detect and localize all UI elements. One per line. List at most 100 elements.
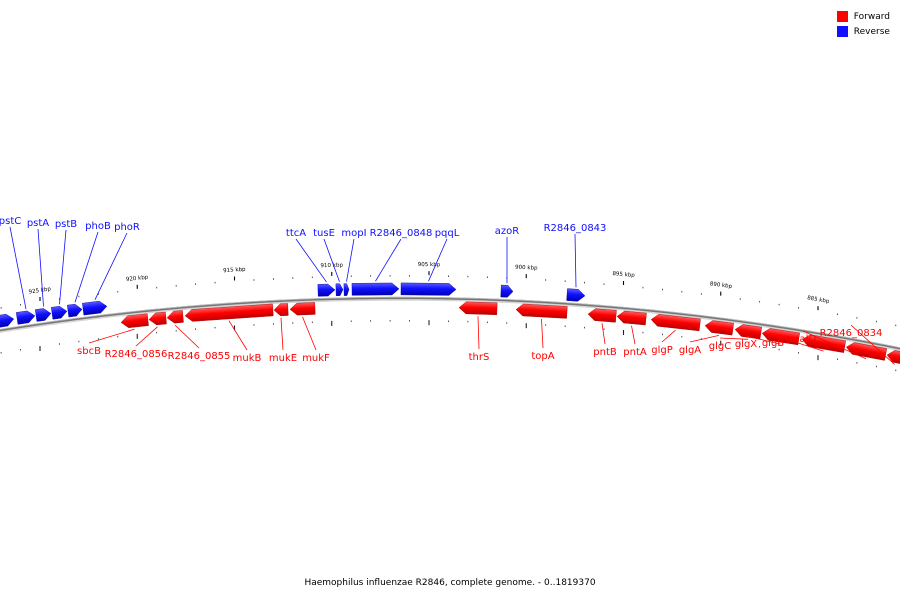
gene-leader-line: [346, 238, 355, 282]
gene-arrow-glga[interactable]: [704, 320, 734, 336]
gene-arrow-r2846_0848[interactable]: [351, 282, 400, 296]
legend-reverse: Reverse: [836, 24, 890, 39]
gene-arrow-pstb[interactable]: [51, 305, 68, 320]
gene-label-pqql[interactable]: pqqL: [435, 228, 460, 239]
gene-arrow-pstc[interactable]: [15, 310, 36, 325]
gene-arrow-r2846_0843[interactable]: [566, 288, 586, 302]
legend-reverse-label: Reverse: [853, 26, 890, 37]
gene-label-pstc[interactable]: pstC: [0, 216, 21, 227]
gene-label-sbcb[interactable]: sbcB: [77, 346, 101, 357]
gene-leader-line: [745, 335, 781, 345]
genome-caption: Haemophilus influenzae R2846, complete g…: [304, 578, 596, 588]
gene-label-topa[interactable]: topA: [531, 351, 554, 362]
gene-leader-line: [302, 316, 317, 351]
gene-arrow-topa[interactable]: [515, 303, 568, 319]
gene-label-tuse[interactable]: tusE: [313, 228, 335, 239]
gene-arrow-thrs[interactable]: [458, 301, 498, 315]
gene-arrow-glgc[interactable]: [734, 324, 762, 340]
gene-arrow-phob[interactable]: [67, 303, 83, 318]
gene-arrow-sbcb[interactable]: [120, 313, 149, 329]
gene-label-mukb[interactable]: mukB: [233, 353, 262, 364]
tick-label: 895 kbp: [612, 271, 635, 279]
gene-label-malq[interactable]: malQ: [790, 334, 817, 345]
gene-arrow-tuse[interactable]: [335, 283, 344, 296]
gene-leader-line: [375, 238, 402, 282]
gene-label-r2846_0843[interactable]: R2846_0843: [544, 223, 607, 234]
gene-label-r2846_0855[interactable]: R2846_0855: [168, 351, 231, 362]
gene-arrow-glgb[interactable]: [801, 334, 846, 353]
gene-label-phob[interactable]: phoB: [85, 221, 111, 232]
gene-leader-line: [135, 326, 158, 347]
gene-label-glgp[interactable]: glgP: [651, 345, 673, 356]
gene-label-glga[interactable]: glgA: [679, 345, 701, 356]
legend-forward-label: Forward: [853, 11, 890, 22]
gene-label-ttca[interactable]: ttcA: [286, 228, 306, 239]
gene-leader-line: [719, 337, 749, 340]
gene-label-mukf[interactable]: mukF: [302, 353, 330, 364]
gene-leader-line: [689, 335, 720, 343]
gene-leader-line: [280, 317, 284, 351]
gene-arrow-r2846_0834[interactable]: [886, 349, 900, 364]
backbone-layer: [0, 296, 900, 352]
gene-label-azor[interactable]: azoR: [495, 226, 519, 237]
gene-arrow-pqql[interactable]: [400, 282, 457, 296]
gene-label-glgb[interactable]: glgB: [762, 338, 784, 349]
tick-label: 915 kbp: [223, 267, 246, 275]
tick-label: 925 kbp: [28, 286, 52, 295]
gene-arrow-psts[interactable]: [0, 313, 15, 331]
gene-leader-line: [428, 238, 448, 282]
gene-leader-line: [802, 330, 867, 360]
gene-leader-line: [94, 232, 128, 300]
tick-label: 920 kbp: [126, 275, 149, 283]
gene-arrow-malq[interactable]: [845, 341, 888, 361]
gene-leader-line: [601, 323, 606, 345]
gene-leader-line: [88, 328, 135, 344]
gene-arrow-azor[interactable]: [500, 284, 514, 298]
gene-leader-line: [631, 325, 636, 345]
gene-label-muke[interactable]: mukE: [269, 353, 297, 364]
gene-arrow-psta[interactable]: [34, 307, 52, 322]
gene-arrow-r2846_0856[interactable]: [148, 311, 167, 326]
gene-leader-line: [323, 238, 340, 282]
gene-label-r2846_0848[interactable]: R2846_0848: [370, 228, 433, 239]
tick-label: 910 kbp: [320, 263, 343, 270]
gene-arrow-mukb[interactable]: [184, 303, 274, 322]
gene-label-mopi[interactable]: mopI: [341, 228, 366, 239]
forward-swatch: [836, 11, 848, 22]
gene-leader-line: [37, 228, 44, 307]
gene-arrow-pnta[interactable]: [616, 310, 647, 326]
tick-label: 900 kbp: [515, 265, 538, 272]
gene-arrow-pntb[interactable]: [587, 308, 617, 323]
tick-label: 905 kbp: [418, 262, 441, 268]
gene-leader-line: [541, 318, 544, 349]
legend: Forward Reverse: [836, 9, 890, 39]
gene-arrow-mopi[interactable]: [343, 283, 350, 296]
gene-leader-line: [574, 233, 577, 288]
gene-label-pntb[interactable]: pntB: [593, 347, 617, 358]
gene-label-pstb[interactable]: pstB: [55, 219, 77, 230]
gene-label-r2846_0834[interactable]: R2846_0834: [820, 328, 883, 339]
gene-leader-line: [174, 324, 200, 349]
reverse-swatch: [836, 26, 848, 37]
gene-label-psta[interactable]: pstA: [27, 218, 49, 229]
gene-leader-line: [477, 316, 480, 350]
gene-leader-line: [850, 324, 895, 365]
gene-label-glgx[interactable]: glgX: [735, 339, 757, 350]
gene-leader-line: [772, 334, 824, 352]
gene-leader-line: [9, 226, 27, 310]
gene-label-pnta[interactable]: pntA: [623, 347, 647, 358]
tick-label: 885 kbp: [807, 295, 831, 305]
gene-label-glgc[interactable]: glgC: [709, 341, 731, 352]
gene-label-phor[interactable]: phoR: [114, 222, 140, 233]
tick-label: 890 kbp: [709, 281, 733, 290]
gene-label-thrs[interactable]: thrS: [469, 352, 490, 363]
gene-arrow-muke[interactable]: [273, 303, 289, 317]
gene-label-r2846_0856[interactable]: R2846_0856: [105, 349, 168, 360]
gene-arrow-ttca[interactable]: [317, 283, 336, 297]
gene-arrow-r2846_0855[interactable]: [166, 310, 184, 324]
gene-arrow-phor[interactable]: [82, 300, 108, 316]
legend-forward: Forward: [836, 9, 890, 24]
gene-arrow-glgp[interactable]: [650, 314, 701, 332]
gene-arrow-mukf[interactable]: [289, 302, 316, 316]
